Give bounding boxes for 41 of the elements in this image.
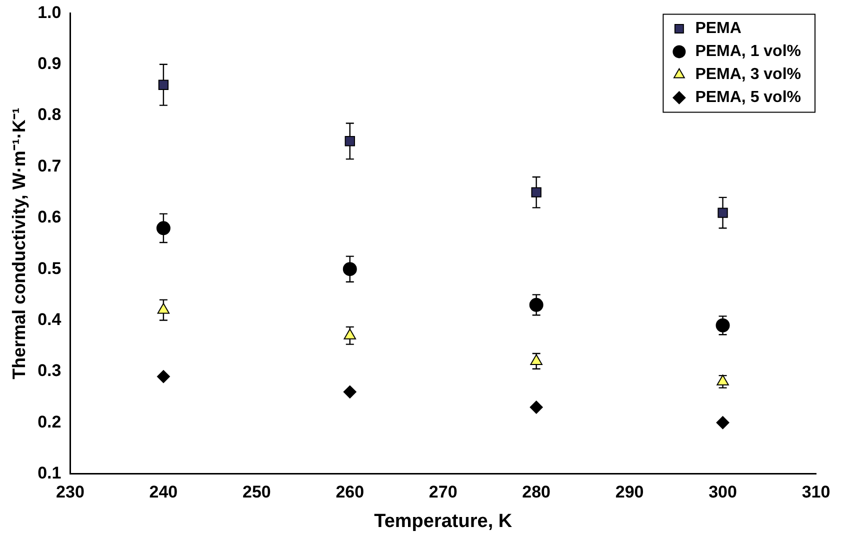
- y-tick-label: 0.9: [38, 54, 62, 74]
- legend-label: PEMA: [695, 20, 742, 38]
- x-tick-label: 280: [522, 482, 551, 502]
- point: [718, 208, 728, 218]
- x-tick-label: 230: [56, 482, 84, 502]
- y-tick-label: 1.0: [38, 2, 62, 22]
- x-tick-label: 240: [149, 482, 178, 502]
- legend-label: PEMA, 1 vol%: [695, 43, 802, 60]
- x-axis-title: Temperature, K: [374, 510, 512, 532]
- point: [530, 354, 542, 365]
- x-tick-label: 300: [708, 482, 737, 502]
- point: [342, 262, 357, 276]
- y-axis-title: Thermal conductivity, W·m⁻¹·K⁻¹: [8, 108, 29, 380]
- y-tick-label: 0.3: [38, 361, 62, 380]
- x-tick-label: 290: [615, 482, 644, 502]
- point: [531, 187, 542, 198]
- x-tick-label: 250: [242, 482, 271, 502]
- point: [530, 400, 543, 414]
- point: [157, 303, 170, 314]
- point: [158, 80, 169, 90]
- y-tick-label: 0.4: [38, 310, 62, 329]
- point: [716, 374, 729, 386]
- y-tick-label: 0.1: [38, 463, 62, 482]
- x-tick-label: 270: [428, 482, 458, 502]
- y-tick-label: 0.2: [38, 412, 62, 432]
- point: [716, 416, 730, 430]
- point: [716, 318, 730, 332]
- point: [529, 298, 544, 312]
- y-tick-label: 0.8: [38, 105, 62, 124]
- y-tick-label: 0.7: [38, 156, 62, 176]
- point: [156, 370, 170, 384]
- x-tick-label: 310: [802, 482, 830, 502]
- point: [156, 221, 170, 236]
- legend-label: PEMA, 5 vol%: [695, 89, 802, 106]
- point: [344, 136, 355, 146]
- point: [343, 385, 356, 398]
- y-tick-label: 0.6: [38, 208, 62, 227]
- legend-label: PEMA, 3 vol%: [695, 66, 802, 84]
- x-tick-label: 260: [336, 482, 364, 502]
- y-tick-label: 0.5: [38, 258, 62, 278]
- point: [344, 328, 356, 340]
